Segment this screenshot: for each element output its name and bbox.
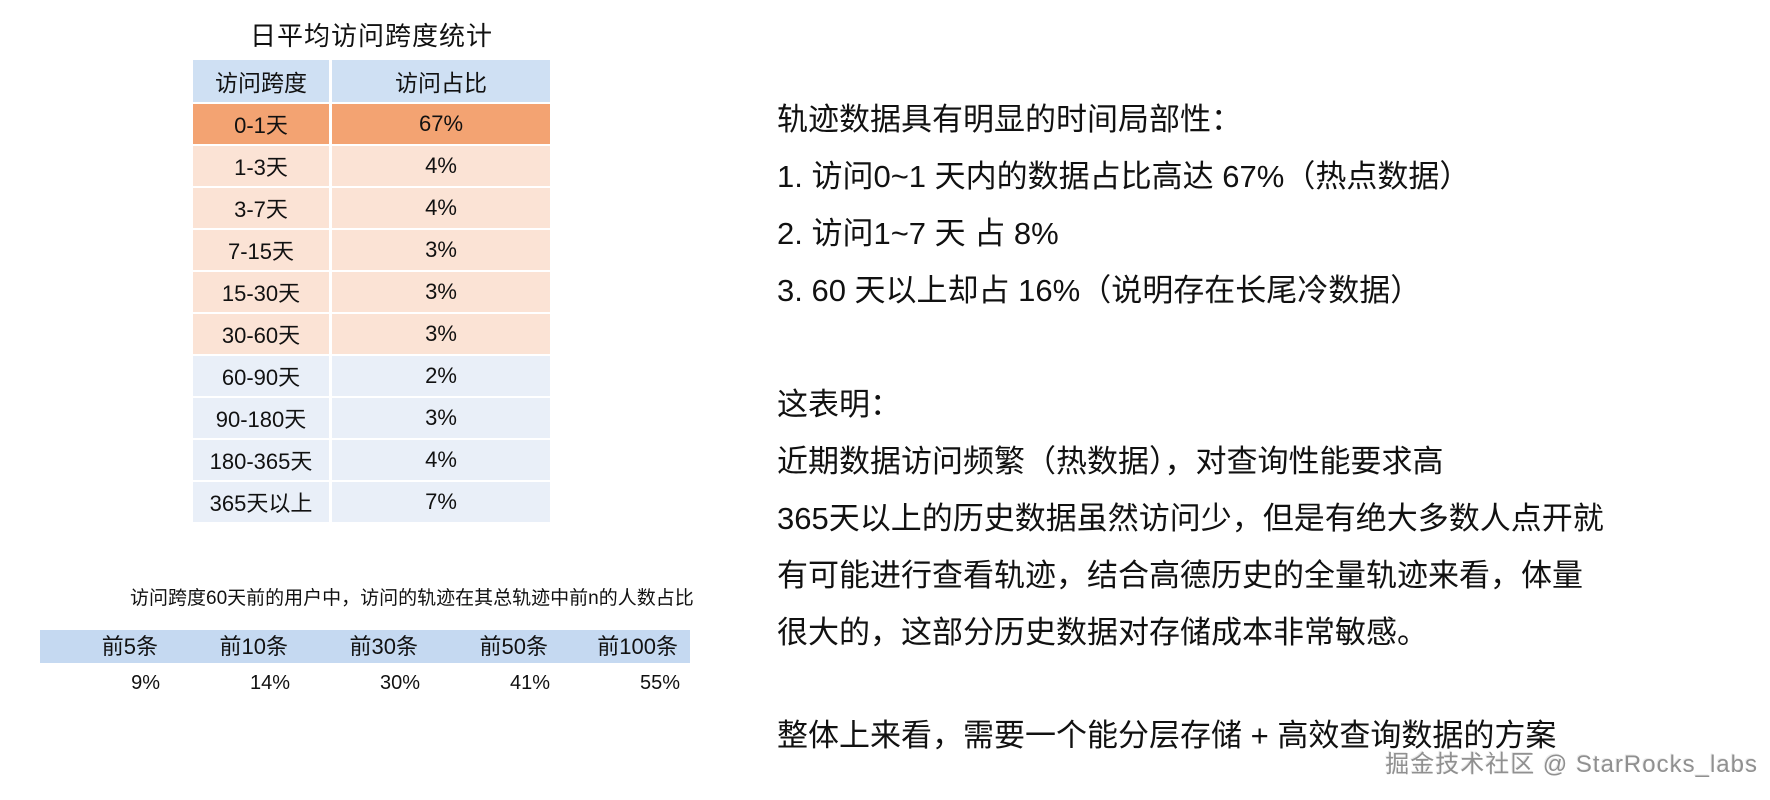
table2-header-cell: 前50条 bbox=[479, 634, 548, 659]
table2-value-cell: 9% bbox=[131, 672, 160, 694]
table2-header-cell: 前5条 bbox=[101, 634, 158, 659]
table2-values-row: 9% 14% 30% 41% 55% bbox=[40, 663, 690, 700]
table-row: 90-180天 3% bbox=[193, 398, 550, 440]
table1-header-row: 访问跨度 访问占比 bbox=[193, 60, 550, 104]
span-cell: 365天以上 bbox=[193, 482, 332, 522]
table2-value-cell: 41% bbox=[509, 672, 550, 694]
text-line: 这表明： bbox=[777, 387, 901, 422]
text-line: 整体上来看，需要一个能分层存储 + 高效查询数据的方案 bbox=[777, 718, 1557, 753]
span-cell: 15-30天 bbox=[193, 272, 332, 312]
pct-cell: 3% bbox=[332, 230, 550, 270]
table1-title: 日平均访问跨度统计 bbox=[249, 21, 493, 51]
span-cell: 90-180天 bbox=[193, 398, 332, 438]
paragraph-implication: 这表明： 近期数据访问频繁（热数据），对查询性能要求高 365天以上的历史数据虽… bbox=[777, 376, 1637, 661]
table2-header-row: 前5条 前10条 前30条 前50条 前100条 bbox=[40, 630, 690, 663]
pct-cell: 2% bbox=[332, 356, 550, 396]
watermark: 掘金技术社区 @ StarRocks_labs bbox=[1385, 751, 1758, 778]
text-line: 3. 60 天以上却占 16%（说明存在长尾冷数据） bbox=[777, 273, 1422, 308]
text-line: 2. 访问1~7 天 占 8% bbox=[777, 216, 1059, 251]
table-row: 3-7天 4% bbox=[193, 188, 550, 230]
table-row: 365天以上 7% bbox=[193, 482, 550, 524]
table-row: 7-15天 3% bbox=[193, 230, 550, 272]
text-line: 很大的，这部分历史数据对存储成本非常敏感。 bbox=[777, 615, 1428, 650]
text-line: 近期数据访问频繁（热数据），对查询性能要求高 bbox=[777, 444, 1444, 479]
pct-cell: 4% bbox=[332, 188, 550, 228]
table-row: 30-60天 3% bbox=[193, 314, 550, 356]
pct-cell: 7% bbox=[332, 482, 550, 522]
table1-header-pct: 访问占比 bbox=[395, 70, 487, 96]
table-row: 0-1天 67% bbox=[193, 104, 550, 146]
paragraph-conclusion: 整体上来看，需要一个能分层存储 + 高效查询数据的方案 bbox=[777, 707, 1637, 764]
pct-cell: 3% bbox=[332, 398, 550, 438]
pct-cell: 4% bbox=[332, 146, 550, 186]
text-line: 有可能进行查看轨迹，结合高德历史的全量轨迹来看，体量 bbox=[777, 558, 1583, 593]
table-row: 1-3天 4% bbox=[193, 146, 550, 188]
span-cell: 30-60天 bbox=[193, 314, 332, 354]
pct-cell: 3% bbox=[332, 272, 550, 312]
table2-header-cell: 前100条 bbox=[597, 634, 678, 659]
table2-caption: 访问跨度60天前的用户中，访问的轨迹在其总轨迹中前n的人数占比 bbox=[130, 588, 694, 609]
table1-header-span: 访问跨度 bbox=[193, 60, 332, 102]
pct-cell: 4% bbox=[332, 440, 550, 480]
span-cell: 180-365天 bbox=[193, 440, 332, 480]
span-cell: 1-3天 bbox=[193, 146, 332, 186]
topn-table: 前5条 前10条 前30条 前50条 前100条 9% 14% 30% 41% … bbox=[40, 630, 690, 700]
text-line: 轨迹数据具有明显的时间局部性： bbox=[777, 102, 1242, 137]
table2-value-cell: 14% bbox=[249, 672, 290, 694]
pct-cell: 67% bbox=[332, 104, 550, 144]
span-cell: 7-15天 bbox=[193, 230, 332, 270]
analysis-text: 轨迹数据具有明显的时间局部性： 1. 访问0~1 天内的数据占比高达 67%（热… bbox=[777, 91, 1637, 764]
table2-value-cell: 55% bbox=[639, 672, 680, 694]
table-row: 180-365天 4% bbox=[193, 440, 550, 482]
span-cell: 60-90天 bbox=[193, 356, 332, 396]
text-line: 1. 访问0~1 天内的数据占比高达 67%（热点数据） bbox=[777, 159, 1471, 194]
table2-value-cell: 30% bbox=[379, 672, 420, 694]
paragraph-locality: 轨迹数据具有明显的时间局部性： 1. 访问0~1 天内的数据占比高达 67%（热… bbox=[777, 91, 1637, 319]
table-row: 60-90天 2% bbox=[193, 356, 550, 398]
span-cell: 0-1天 bbox=[193, 104, 332, 144]
table2-header-cell: 前30条 bbox=[349, 634, 418, 659]
span-cell: 3-7天 bbox=[193, 188, 332, 228]
table2-header-cell: 前10条 bbox=[219, 634, 288, 659]
access-span-table: 访问跨度 访问占比 0-1天 67% 1-3天 4% 3-7天 4% 7-15天… bbox=[193, 60, 550, 524]
table-row: 15-30天 3% bbox=[193, 272, 550, 314]
text-line: 365天以上的历史数据虽然访问少，但是有绝大多数人点开就 bbox=[777, 501, 1604, 536]
pct-cell: 3% bbox=[332, 314, 550, 354]
